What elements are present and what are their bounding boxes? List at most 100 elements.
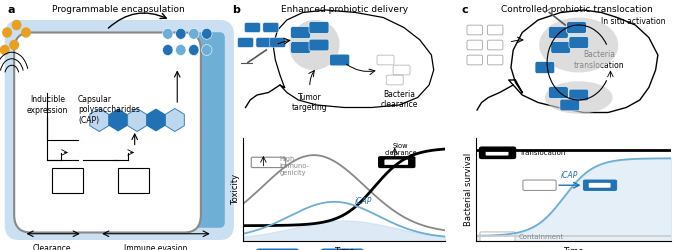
Text: iCAP: iCAP [354,197,372,206]
FancyBboxPatch shape [329,54,349,66]
FancyBboxPatch shape [569,37,588,48]
Ellipse shape [545,81,612,114]
FancyBboxPatch shape [386,75,403,85]
FancyBboxPatch shape [189,32,225,228]
Polygon shape [509,10,658,113]
Text: Translocation: Translocation [519,150,565,156]
Circle shape [162,28,173,39]
FancyBboxPatch shape [195,32,225,228]
FancyBboxPatch shape [143,32,225,228]
FancyBboxPatch shape [117,32,225,228]
FancyBboxPatch shape [584,180,616,190]
Text: iCAP: iCAP [561,172,578,180]
FancyBboxPatch shape [321,249,363,250]
Text: a: a [7,5,14,15]
FancyBboxPatch shape [182,32,225,228]
Circle shape [22,28,30,37]
Text: Capsular
polysaccharides
(CAP): Capsular polysaccharides (CAP) [78,95,140,125]
FancyBboxPatch shape [486,150,508,156]
FancyBboxPatch shape [137,32,225,228]
Text: b: b [232,5,240,15]
Text: In situ activation: In situ activation [601,18,665,26]
FancyBboxPatch shape [487,25,503,35]
FancyBboxPatch shape [156,32,225,228]
Text: Immune evasion: Immune evasion [124,244,188,250]
Polygon shape [273,10,434,108]
FancyBboxPatch shape [5,20,234,240]
FancyBboxPatch shape [176,32,225,228]
Text: Enhanced probiotic delivery: Enhanced probiotic delivery [281,5,408,14]
FancyBboxPatch shape [535,62,555,73]
Text: Slow
clearance: Slow clearance [384,143,417,156]
FancyBboxPatch shape [588,183,610,188]
FancyBboxPatch shape [549,87,569,98]
Text: Tumor
targeting: Tumor targeting [292,92,327,112]
FancyBboxPatch shape [566,22,586,33]
Circle shape [201,28,212,39]
FancyBboxPatch shape [549,27,569,38]
Circle shape [3,28,12,37]
FancyBboxPatch shape [467,40,482,50]
FancyBboxPatch shape [379,157,415,168]
FancyBboxPatch shape [487,40,503,50]
FancyBboxPatch shape [169,32,225,228]
Text: c: c [461,5,468,15]
FancyBboxPatch shape [256,38,272,48]
FancyBboxPatch shape [523,180,556,190]
FancyBboxPatch shape [110,32,225,228]
Ellipse shape [539,18,619,72]
Circle shape [162,44,173,56]
Text: Bacteria
clearance: Bacteria clearance [381,90,418,110]
Ellipse shape [289,20,340,70]
FancyBboxPatch shape [551,42,571,53]
Text: Inducible
expression: Inducible expression [27,95,68,115]
Text: Bacteria
translocation: Bacteria translocation [574,50,625,70]
Circle shape [188,44,199,56]
FancyBboxPatch shape [202,32,225,228]
FancyBboxPatch shape [560,99,580,111]
FancyBboxPatch shape [377,55,394,65]
FancyBboxPatch shape [251,157,286,168]
Y-axis label: Toxicity: Toxicity [232,174,240,205]
FancyBboxPatch shape [124,32,225,228]
FancyBboxPatch shape [118,168,149,192]
FancyBboxPatch shape [309,39,329,51]
FancyBboxPatch shape [290,27,310,38]
FancyBboxPatch shape [208,32,225,228]
FancyBboxPatch shape [150,32,225,228]
FancyBboxPatch shape [163,32,225,228]
FancyBboxPatch shape [97,32,225,228]
FancyBboxPatch shape [480,232,515,242]
FancyBboxPatch shape [270,38,286,48]
Text: Clearance: Clearance [33,244,71,250]
Text: Controlled probiotic translocation: Controlled probiotic translocation [501,5,652,14]
Circle shape [12,20,21,30]
Circle shape [175,44,186,56]
FancyBboxPatch shape [569,89,588,101]
Circle shape [10,40,18,50]
Y-axis label: Bacterial survival: Bacterial survival [464,153,473,226]
FancyBboxPatch shape [467,55,482,65]
Circle shape [175,28,186,39]
Circle shape [1,46,9,54]
FancyBboxPatch shape [130,32,225,228]
Circle shape [188,28,199,39]
FancyBboxPatch shape [309,22,329,33]
FancyBboxPatch shape [245,22,260,32]
FancyBboxPatch shape [14,32,201,232]
X-axis label: Time: Time [564,247,584,250]
FancyBboxPatch shape [257,249,298,250]
FancyBboxPatch shape [263,22,279,32]
Circle shape [201,44,212,56]
Text: Programmable encapsulation: Programmable encapsulation [52,5,184,14]
FancyBboxPatch shape [393,65,410,75]
Text: High
immuno-
genicity: High immuno- genicity [279,156,310,176]
X-axis label: Time: Time [334,247,354,250]
Text: Containment: Containment [519,234,564,240]
FancyBboxPatch shape [467,25,482,35]
FancyBboxPatch shape [384,160,408,165]
FancyBboxPatch shape [290,42,310,53]
FancyBboxPatch shape [52,168,83,192]
FancyBboxPatch shape [104,32,225,228]
FancyBboxPatch shape [479,147,516,158]
